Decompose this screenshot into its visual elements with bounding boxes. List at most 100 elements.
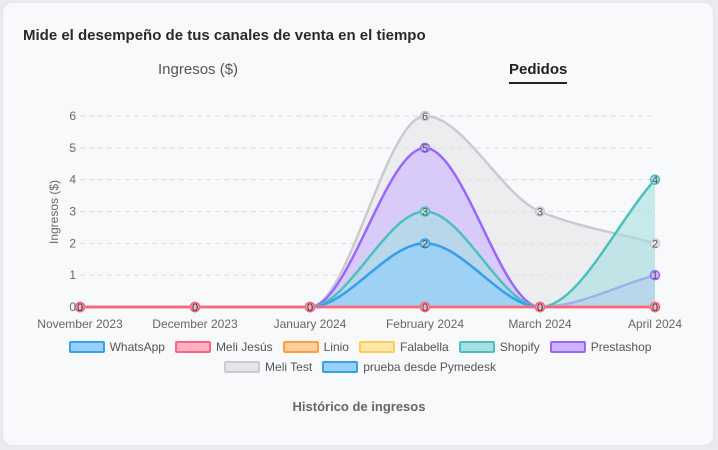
legend-label: Shopify xyxy=(499,340,540,354)
legend-label: Meli Jesús xyxy=(215,340,273,354)
data-label: 1 xyxy=(652,270,658,282)
chart-footer: Histórico de ingresos xyxy=(292,399,426,414)
data-label: 0 xyxy=(192,302,198,314)
legend-swatch xyxy=(174,341,211,353)
data-point xyxy=(419,110,431,122)
legend-item-prestashop[interactable]: Prestashop xyxy=(549,340,652,354)
data-label: 0 xyxy=(192,302,198,314)
data-label: 0 xyxy=(77,302,83,314)
data-label: 0 xyxy=(77,302,83,314)
data-point xyxy=(419,238,431,249)
data-label: 2 xyxy=(652,238,658,250)
data-label: 0 xyxy=(652,302,658,314)
y-tick-label: 2 xyxy=(69,236,76,250)
data-point xyxy=(419,206,431,217)
legend-swatch xyxy=(549,341,586,353)
legend-swatch xyxy=(458,341,495,353)
tab-pedidos-label: Pedidos xyxy=(509,61,568,78)
data-point xyxy=(419,301,431,313)
y-tick-label: 0 xyxy=(69,300,76,314)
data-label: 4 xyxy=(652,175,658,187)
data-point xyxy=(189,301,201,313)
data-label: 3 xyxy=(537,207,543,219)
data-point xyxy=(74,301,86,313)
legend-item-falabella[interactable]: Falabella xyxy=(358,340,449,354)
data-label: 0 xyxy=(307,302,313,314)
legend-swatch xyxy=(322,361,359,373)
data-label: 0 xyxy=(192,302,198,314)
data-label: 0 xyxy=(537,302,543,314)
data-point xyxy=(649,238,661,249)
y-tick-label: 6 xyxy=(69,109,76,123)
y-tick-label: 5 xyxy=(69,141,76,155)
data-label: 0 xyxy=(652,302,658,314)
data-label: 0 xyxy=(192,302,198,314)
y-tick-label: 4 xyxy=(69,173,76,187)
x-tick-label: March 2024 xyxy=(508,317,572,331)
data-label: 0 xyxy=(77,302,83,314)
tab-ingresos[interactable]: Ingresos ($) xyxy=(158,61,239,78)
y-tick-label: 3 xyxy=(69,205,76,219)
x-tick-label: April 2024 xyxy=(628,317,682,331)
data-label: 0 xyxy=(652,302,658,314)
legend-item-linio[interactable]: Linio xyxy=(282,340,349,354)
data-point xyxy=(649,301,661,313)
data-label: 0 xyxy=(537,302,543,314)
data-label: 0 xyxy=(652,302,658,314)
legend-swatch xyxy=(68,341,105,353)
legend-label: Prestashop xyxy=(590,340,652,354)
data-label: 0 xyxy=(307,302,313,314)
data-label: 0 xyxy=(307,302,313,314)
data-point xyxy=(419,142,431,154)
x-tick-label: February 2024 xyxy=(386,317,464,331)
data-points xyxy=(74,110,661,313)
x-tick-label: January 2024 xyxy=(274,317,347,331)
data-label: 0 xyxy=(192,302,198,314)
data-label: 0 xyxy=(537,302,543,314)
legend-label: Falabella xyxy=(399,340,449,354)
card-title: Mide el desempeño de tus canales de vent… xyxy=(23,27,426,44)
data-label: 0 xyxy=(77,302,83,314)
legend-label: Linio xyxy=(323,340,349,354)
data-label: 0 xyxy=(422,302,428,314)
data-label: 0 xyxy=(307,302,313,314)
data-label: 0 xyxy=(192,302,198,314)
data-label: 0 xyxy=(537,302,543,314)
chart-card: Mide el desempeño de tus canales de vent… xyxy=(2,2,714,446)
data-label: 0 xyxy=(77,302,83,314)
legend-item-prueba-desde-pymedesk[interactable]: prueba desde Pymedesk xyxy=(322,360,496,374)
data-label: 0 xyxy=(192,302,198,314)
data-label: 6 xyxy=(422,111,428,123)
data-label: 0 xyxy=(307,302,313,314)
legend-item-shopify[interactable]: Shopify xyxy=(458,340,540,354)
data-point xyxy=(649,174,661,185)
data-label: 0 xyxy=(77,302,83,314)
y-tick-label: 1 xyxy=(69,268,76,282)
y-axis-label: Ingresos ($) xyxy=(47,180,61,244)
y-axis-ticks: 0 1 2 3 4 5 6 xyxy=(69,109,76,314)
chart-legend: WhatsApp Meli Jesús Linio Falabella Shopify P… xyxy=(30,340,690,374)
data-label: 0 xyxy=(307,302,313,314)
data-label: 0 xyxy=(77,302,83,314)
x-tick-label: December 2023 xyxy=(152,317,238,331)
x-tick-label: November 2023 xyxy=(37,317,123,331)
data-label: 0 xyxy=(537,302,543,314)
data-label: 2 xyxy=(422,238,428,250)
data-label: 0 xyxy=(422,302,428,314)
data-label: 0 xyxy=(192,302,198,314)
data-point xyxy=(534,301,546,313)
data-label: 0 xyxy=(652,302,658,314)
tab-pedidos[interactable]: Pedidos xyxy=(509,61,568,84)
data-point xyxy=(304,301,316,313)
data-label: 0 xyxy=(307,302,313,314)
data-label: 5 xyxy=(422,143,428,155)
data-label: 0 xyxy=(307,302,313,314)
legend-swatch xyxy=(224,361,261,373)
data-point xyxy=(534,206,546,217)
legend-item-meli-test[interactable]: Meli Test xyxy=(224,360,312,374)
legend-item-whatsapp[interactable]: WhatsApp xyxy=(68,340,165,354)
legend-item-meli-jes-s[interactable]: Meli Jesús xyxy=(174,340,273,354)
legend-swatch xyxy=(282,341,319,353)
